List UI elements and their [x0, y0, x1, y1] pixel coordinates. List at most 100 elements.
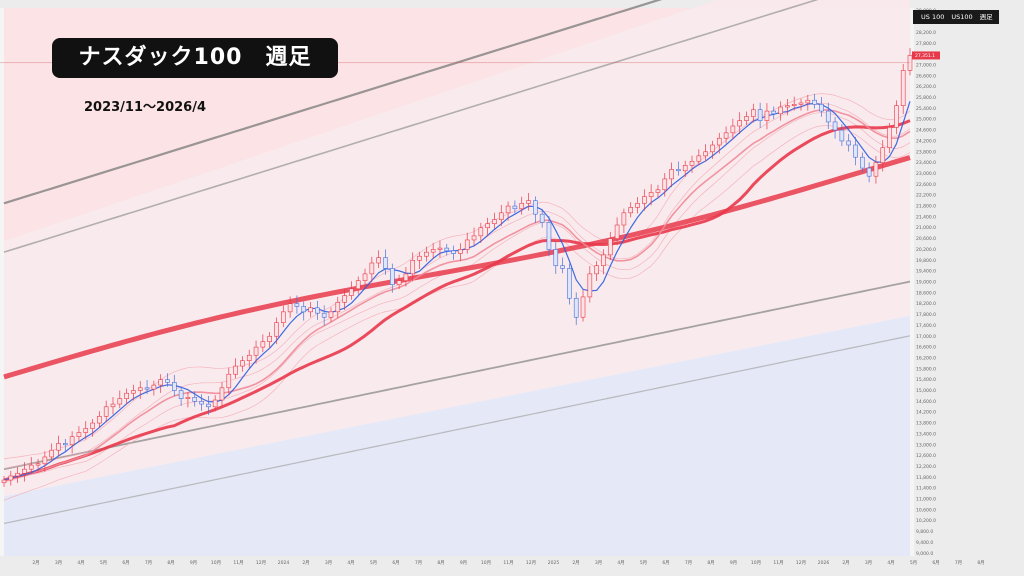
- symbol-info: US 100 US100 週足: [913, 10, 999, 24]
- candle-body: [682, 165, 688, 172]
- y-tick-label: 27,000.0: [916, 62, 936, 68]
- candle-body: [866, 167, 872, 177]
- y-tick-label: 19,000.0: [916, 280, 936, 286]
- x-tick-label: 5月: [640, 560, 647, 566]
- candle-body: [206, 403, 211, 408]
- candle-body: [294, 303, 300, 307]
- candle-body: [389, 268, 395, 286]
- x-tick-label: 7月: [145, 560, 152, 566]
- x-tick-label: 3月: [595, 560, 602, 566]
- y-tick-label: 15,400.0: [916, 377, 936, 383]
- candle-body: [144, 387, 150, 390]
- candle-body: [846, 140, 851, 146]
- x-tick-label: 4月: [887, 560, 894, 566]
- candle-body: [226, 373, 232, 389]
- x-tick-label: 6月: [392, 560, 399, 566]
- candle-body: [900, 70, 906, 106]
- x-tick-label: 8月: [167, 560, 174, 566]
- candle-body: [376, 257, 381, 264]
- y-tick-label: 13,000.0: [916, 442, 936, 448]
- candle-body: [165, 379, 170, 383]
- candle-body: [744, 116, 749, 121]
- candle-body: [662, 178, 668, 191]
- x-tick-label: 11月: [503, 560, 513, 566]
- candle-body: [444, 247, 450, 252]
- y-tick-label: 24,600.0: [916, 128, 936, 134]
- y-tick-label: 9,400.0: [916, 540, 933, 546]
- x-tick-label: 2月: [302, 560, 309, 566]
- x-tick-label: 10月: [751, 560, 761, 566]
- candle-body: [15, 472, 20, 477]
- x-tick-label: 8月: [707, 560, 714, 566]
- candle-body: [219, 387, 225, 401]
- candle-body: [539, 213, 545, 223]
- x-tick-label: 12月: [256, 560, 266, 566]
- y-tick-label: 18,600.0: [916, 290, 936, 296]
- candle-body: [567, 268, 572, 299]
- y-tick-label: 18,200.0: [916, 301, 936, 307]
- candle-body: [124, 392, 129, 399]
- candle-body: [192, 396, 198, 402]
- chart-title-badge: ナスダック100 週足: [52, 38, 338, 78]
- current-price-text: 27,351.1: [915, 53, 935, 59]
- candle-body: [860, 156, 865, 169]
- lower-zone-fill: [4, 315, 910, 556]
- y-tick-label: 10,200.0: [916, 518, 936, 524]
- x-tick-label: 4月: [617, 560, 624, 566]
- y-tick-label: 21,000.0: [916, 225, 936, 231]
- candle-body: [287, 303, 293, 313]
- x-tick-label: 5月: [370, 560, 377, 566]
- candle-body: [417, 255, 422, 261]
- candle-body: [655, 189, 661, 193]
- candle-body: [308, 307, 313, 313]
- x-tick-label: 3月: [325, 560, 332, 566]
- x-tick-label: 12月: [526, 560, 536, 566]
- y-tick-label: 16,200.0: [916, 355, 936, 361]
- y-tick-label: 11,000.0: [916, 497, 936, 503]
- y-tick-label: 24,200.0: [916, 138, 936, 144]
- candle-body: [471, 235, 477, 241]
- candle-body: [587, 273, 593, 298]
- candle-body: [785, 105, 790, 108]
- x-tick-label: 9月: [460, 560, 467, 566]
- candle-body: [791, 104, 797, 106]
- x-tick-label: 8月: [977, 560, 984, 566]
- candle-body: [723, 132, 729, 139]
- candle-body: [478, 227, 484, 237]
- x-tick-label: 7月: [685, 560, 692, 566]
- candle-body: [798, 102, 804, 105]
- candle-body: [396, 280, 402, 286]
- y-tick-label: 21,800.0: [916, 204, 936, 210]
- y-tick-label: 27,800.0: [916, 41, 936, 47]
- y-tick-label: 10,600.0: [916, 507, 936, 513]
- candle-body: [825, 110, 831, 123]
- x-tick-label: 2月: [32, 560, 39, 566]
- candle-body: [533, 200, 538, 215]
- candle-body: [172, 382, 177, 391]
- candle-body: [349, 288, 354, 296]
- x-tick-label: 2月: [842, 560, 849, 566]
- x-tick-label: 10月: [211, 560, 221, 566]
- candle-body: [873, 162, 879, 177]
- candle-body: [103, 406, 109, 417]
- x-tick-label: 2024: [278, 560, 290, 566]
- candle-body: [894, 105, 899, 128]
- y-tick-label: 23,400.0: [916, 160, 936, 166]
- ma-13: [3, 109, 911, 481]
- y-tick-label: 17,000.0: [916, 334, 936, 340]
- y-tick-label: 9,000.0: [916, 551, 933, 557]
- candle-body: [451, 250, 456, 254]
- candle-body: [594, 265, 599, 275]
- candle-body: [648, 192, 654, 197]
- candle-body: [710, 144, 715, 153]
- candle-body: [274, 322, 279, 337]
- candle-body: [267, 335, 272, 342]
- candle-body: [69, 436, 75, 446]
- candle-body: [437, 247, 443, 250]
- candle-body: [607, 238, 613, 256]
- candle-body: [97, 415, 102, 424]
- candle-body: [580, 296, 586, 318]
- y-tick-label: 25,000.0: [916, 117, 936, 123]
- candle-body: [76, 432, 82, 437]
